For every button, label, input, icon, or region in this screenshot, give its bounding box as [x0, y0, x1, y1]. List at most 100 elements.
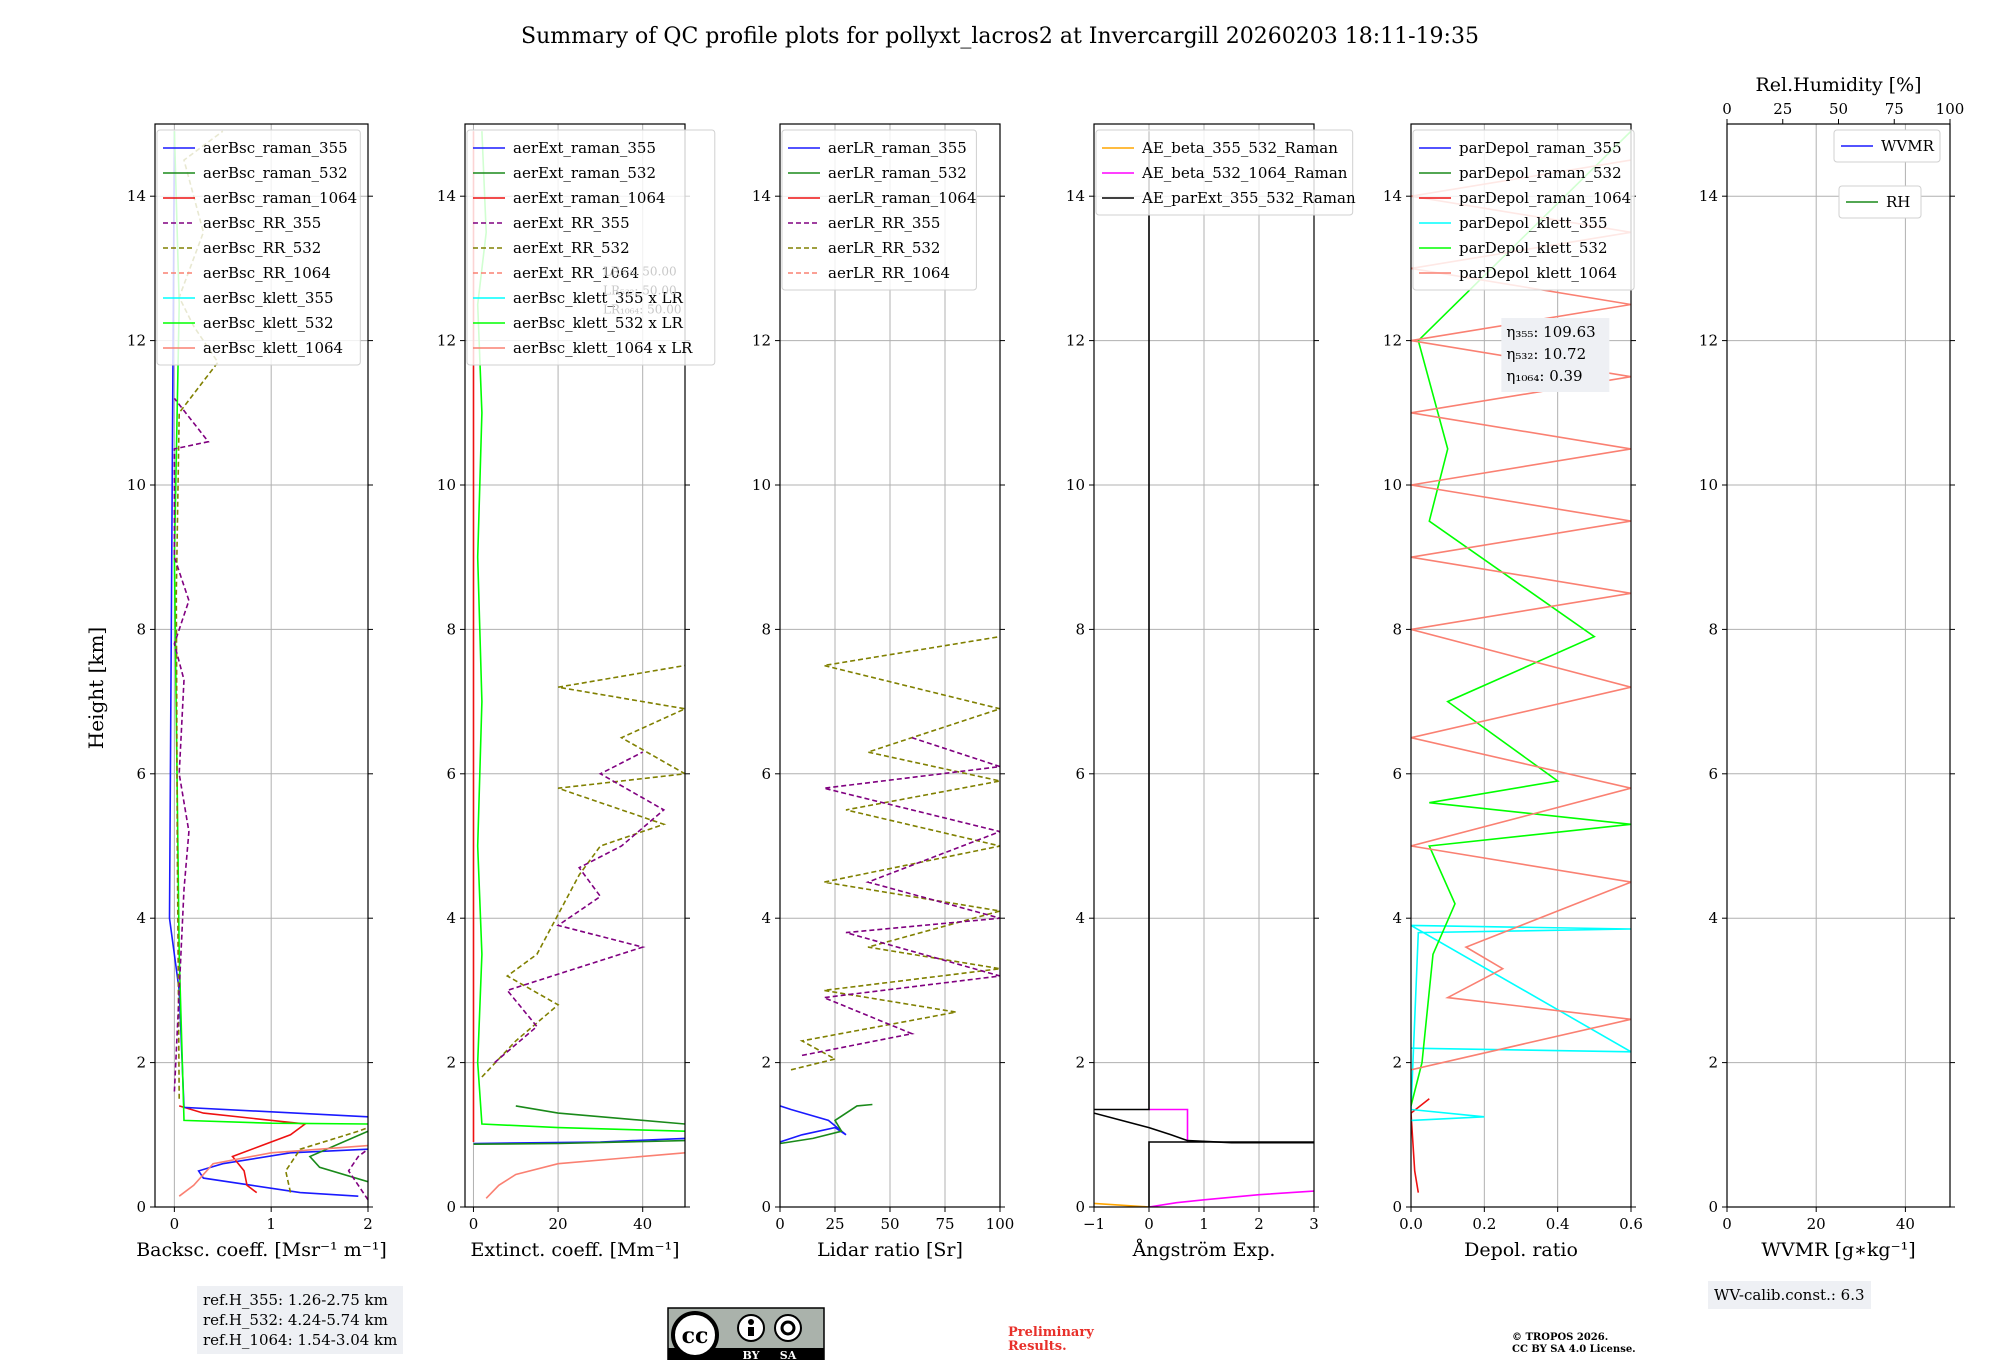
y-tick-label: 2: [136, 1054, 146, 1072]
legend-label: aerExt_RR_1064: [513, 264, 639, 282]
x-tick-label: 1: [266, 1215, 276, 1233]
y-tick-label: 2: [446, 1054, 456, 1072]
y-tick-label: 2: [1708, 1054, 1718, 1072]
top-x-axis-label: Rel.Humidity [%]: [1755, 74, 1921, 96]
y-tick-label: 0: [446, 1198, 456, 1216]
series-group: [1411, 130, 1631, 1193]
legend-label: aerBsc_klett_355: [203, 289, 334, 307]
x-tick-label: 40: [633, 1215, 652, 1233]
legend-label: parDepol_klett_355: [1459, 214, 1608, 232]
legend-label: parDepol_klett_532: [1459, 239, 1608, 257]
preliminary-results-note: Preliminary Results.: [1008, 1325, 1094, 1354]
x-tick-label: 0.4: [1546, 1215, 1570, 1233]
top-x-tick-label: 0: [1722, 100, 1732, 118]
x-axis-label: Backsc. coeff. [Msr⁻¹ m⁻¹]: [136, 1239, 387, 1261]
x-axis-label: Lidar ratio [Sr]: [817, 1239, 963, 1261]
series-group: [780, 635, 1000, 1145]
legend-label: parDepol_raman_355: [1459, 139, 1622, 157]
legend-box: [1412, 129, 1635, 291]
top-x-tick-label: 25: [1773, 100, 1792, 118]
y-tick-label: 10: [752, 476, 771, 494]
series-parDepol_klett_1064: [1411, 159, 1631, 1071]
legend-label: aerExt_raman_1064: [513, 189, 666, 207]
legend-label: aerBsc_raman_532: [203, 164, 348, 182]
y-tick-label: 4: [1075, 909, 1085, 927]
y-tick-label: 12: [1699, 332, 1718, 350]
y-tick-label: 0: [136, 1198, 146, 1216]
series-AE_parExt_355_532_Raman_b: [1094, 131, 1150, 1111]
y-tick-label: 10: [1066, 476, 1085, 494]
x-tick-label: 0.2: [1472, 1215, 1496, 1233]
legend-label-rh: RH: [1886, 193, 1910, 211]
y-tick-label: 0: [1708, 1198, 1718, 1216]
x-tick-label: 100: [986, 1215, 1015, 1233]
series-aerBsc_RR_355_upper: [173, 397, 210, 1092]
y-tick-label: 14: [127, 187, 146, 205]
x-axis-label: Ångström Exp.: [1132, 1239, 1276, 1261]
y-tick-label: 8: [446, 620, 456, 638]
legend-label: aerBsc_raman_1064: [203, 189, 357, 207]
y-tick-label: 10: [1699, 476, 1718, 494]
wv-calibration-box: WV-calib.const.: 6.3: [1708, 1281, 1871, 1309]
legend-box: [466, 129, 716, 366]
legend-box: [781, 129, 977, 291]
series-parDepol_klett_532: [1411, 130, 1631, 1107]
x-tick-label: 3: [1309, 1215, 1319, 1233]
series-AE_parExt_355_532_Raman_c: [1148, 1141, 1314, 1207]
y-tick-label: 2: [1075, 1054, 1085, 1072]
series-aerBsc_klett_1064 x LR: [485, 1152, 685, 1199]
legend-label: aerLR_RR_532: [828, 239, 940, 257]
legend-label: aerLR_RR_1064: [828, 264, 950, 282]
x-axis-label: Extinct. coeff. [Mm⁻¹]: [470, 1239, 679, 1261]
y-tick-label: 8: [761, 620, 771, 638]
x-tick-label: 40: [1896, 1215, 1915, 1233]
axes-frame: [1410, 123, 1632, 1208]
series-aerBsc_raman_355: [197, 1148, 368, 1197]
y-tick-label: 12: [1066, 332, 1085, 350]
x-tick-label: −1: [1083, 1215, 1105, 1233]
legend-box: [156, 129, 361, 366]
legend-label: aerBsc_klett_532: [203, 314, 334, 332]
series-aerLR_RR_532: [790, 635, 1000, 1071]
x-tick-label: 2: [1254, 1215, 1264, 1233]
x-axis-label: Depol. ratio: [1464, 1239, 1578, 1261]
x-tick-label: 0: [1722, 1215, 1732, 1233]
badge-sa-label: SA: [780, 1349, 797, 1360]
y-tick-label: 4: [1392, 909, 1402, 927]
top-x-tick-label: 50: [1829, 100, 1848, 118]
legend-label: aerLR_raman_1064: [828, 189, 976, 207]
y-tick-label: 2: [761, 1054, 771, 1072]
legend-label: aerLR_raman_532: [828, 164, 967, 182]
y-tick-label: 14: [752, 187, 771, 205]
by-person-body: [748, 1327, 754, 1336]
eta-annotation-line: η₃₅₅: 109.63: [1506, 323, 1595, 341]
ref-height-1064: ref.H_1064: 1.54-3.04 km: [203, 1331, 398, 1349]
legend-label: aerBsc_RR_355: [203, 214, 321, 232]
y-tick-label: 14: [437, 187, 456, 205]
x-tick-label: 20: [1807, 1215, 1826, 1233]
reference-heights-box: ref.H_355: 1.26-2.75 km ref.H_532: 4.24-…: [197, 1286, 404, 1354]
series-aerBsc_raman_532: [308, 1130, 368, 1183]
series-aerBsc_raman_1064: [178, 1105, 308, 1194]
legend-label: aerBsc_raman_355: [203, 139, 348, 157]
legend-box: [1095, 129, 1354, 216]
y-tick-label: 14: [1383, 187, 1402, 205]
eta-annotation-line: η₅₃₂: 10.72: [1506, 345, 1586, 363]
series-aerBsc_RR_532: [284, 1126, 368, 1193]
x-tick-label: 0.0: [1399, 1215, 1423, 1233]
y-tick-label: 6: [1708, 765, 1718, 783]
series-aerBsc_klett_1064: [178, 1144, 368, 1197]
legend-label: aerLR_RR_355: [828, 214, 940, 232]
legend-label: parDepol_raman_532: [1459, 164, 1622, 182]
top-x-tick-label: 100: [1936, 100, 1965, 118]
y-tick-label: 12: [127, 332, 146, 350]
sa-share-icon: [774, 1314, 802, 1342]
y-tick-label: 4: [1708, 909, 1718, 927]
legend-label: aerBsc_klett_1064 x LR: [513, 339, 693, 357]
y-tick-label: 6: [136, 765, 146, 783]
series-aerExt_RR_355: [494, 751, 666, 1064]
y-tick-label: 2: [1392, 1054, 1402, 1072]
y-tick-label: 14: [1699, 187, 1718, 205]
legend-label: aerBsc_RR_532: [203, 239, 321, 257]
legend-label: aerBsc_klett_1064: [203, 339, 343, 357]
